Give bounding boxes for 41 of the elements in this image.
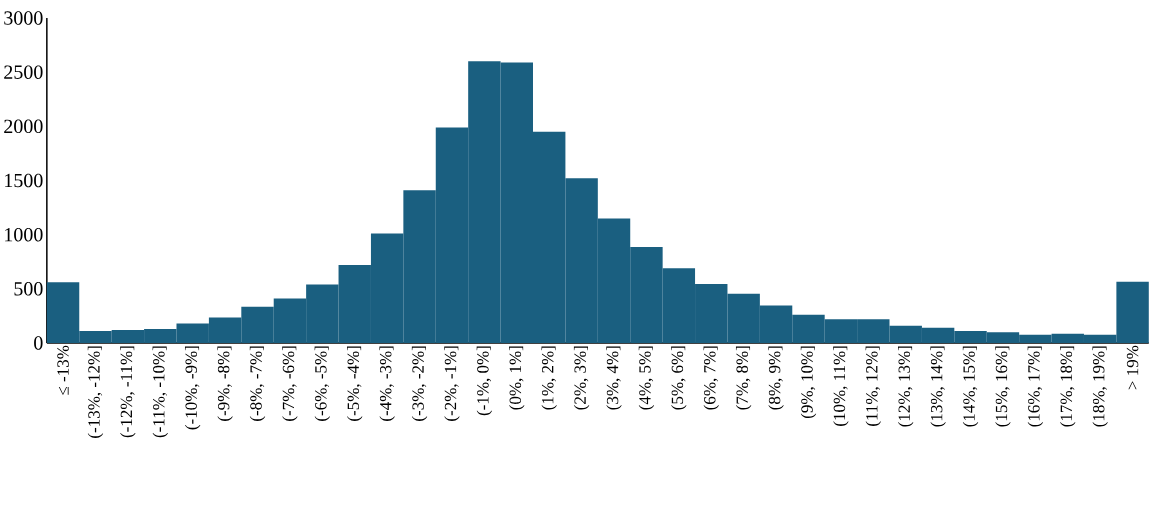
y-tick-label: 1000 — [5, 227, 43, 242]
x-tick-label: (3%, 4%] — [606, 346, 622, 410]
x-tick-label: ≤ -13% — [57, 345, 69, 395]
y-tick-label: 0 — [34, 336, 43, 350]
x-tick-label: (8%, 9%] — [768, 346, 784, 410]
x-tick-label: (18%, 19%] — [1092, 346, 1108, 427]
x-tick-label: (-5%, -4%] — [347, 346, 363, 421]
y-tick-label: 2500 — [4, 65, 43, 79]
x-tick-label: (9%, 10%] — [800, 346, 817, 419]
x-tick-label: (14%, 15%] — [962, 346, 979, 427]
x-tick-label: (15%, 16%] — [995, 346, 1011, 427]
y-tick-label: 3000 — [4, 11, 43, 25]
x-tick-label: (16%, 17%] — [1027, 346, 1044, 427]
x-tick-label: (4%, 5%] — [638, 346, 655, 410]
x-tick-label: (-10%, -9%] — [184, 346, 201, 430]
y-tick-label: 1500 — [5, 173, 43, 188]
x-tick-label: (5%, 6%] — [671, 346, 687, 410]
x-tick-label: (-6%, -5%] — [314, 346, 331, 421]
x-tick-label: (6%, 7%] — [703, 346, 719, 410]
x-tick-label: (-4%, -3%] — [379, 346, 395, 421]
x-tick-label: (-11%, -10%] — [152, 346, 168, 438]
x-tick-label: (0%, 1%] — [509, 346, 525, 410]
x-tick-label: (-7%, -6%] — [282, 346, 298, 421]
x-tick-label: (1%, 2%] — [541, 346, 557, 410]
y-tick-label: 2000 — [4, 119, 43, 134]
x-tick-label: (-3%, -2%] — [411, 346, 428, 421]
x-tick-label: (11%, 12%] — [865, 346, 882, 426]
x-tick-label: (-13%, -12%] — [87, 346, 104, 438]
x-tick-label: (-2%, -1%] — [444, 346, 460, 421]
x-tick-label: (-12%, -11%] — [120, 346, 136, 438]
x-tick-label: (-9%, -8%] — [217, 346, 233, 421]
x-tick-label: (17%, 18%] — [1060, 346, 1076, 427]
x-tick-label: (10%, 11%] — [833, 346, 849, 426]
y-tick-label: 500 — [14, 282, 43, 296]
x-tick-label: (-8%, -7%] — [249, 346, 266, 421]
x-tick-label: (2%, 3%] — [573, 346, 590, 410]
x-tick-label: (-1%, 0%] — [476, 346, 493, 416]
x-tick-label: (12%, 13%] — [898, 346, 914, 427]
x-tick-label: > 19% — [1126, 345, 1139, 390]
x-tick-label: (7%, 8%] — [735, 346, 752, 410]
x-tick-label: (13%, 14%] — [930, 346, 946, 427]
